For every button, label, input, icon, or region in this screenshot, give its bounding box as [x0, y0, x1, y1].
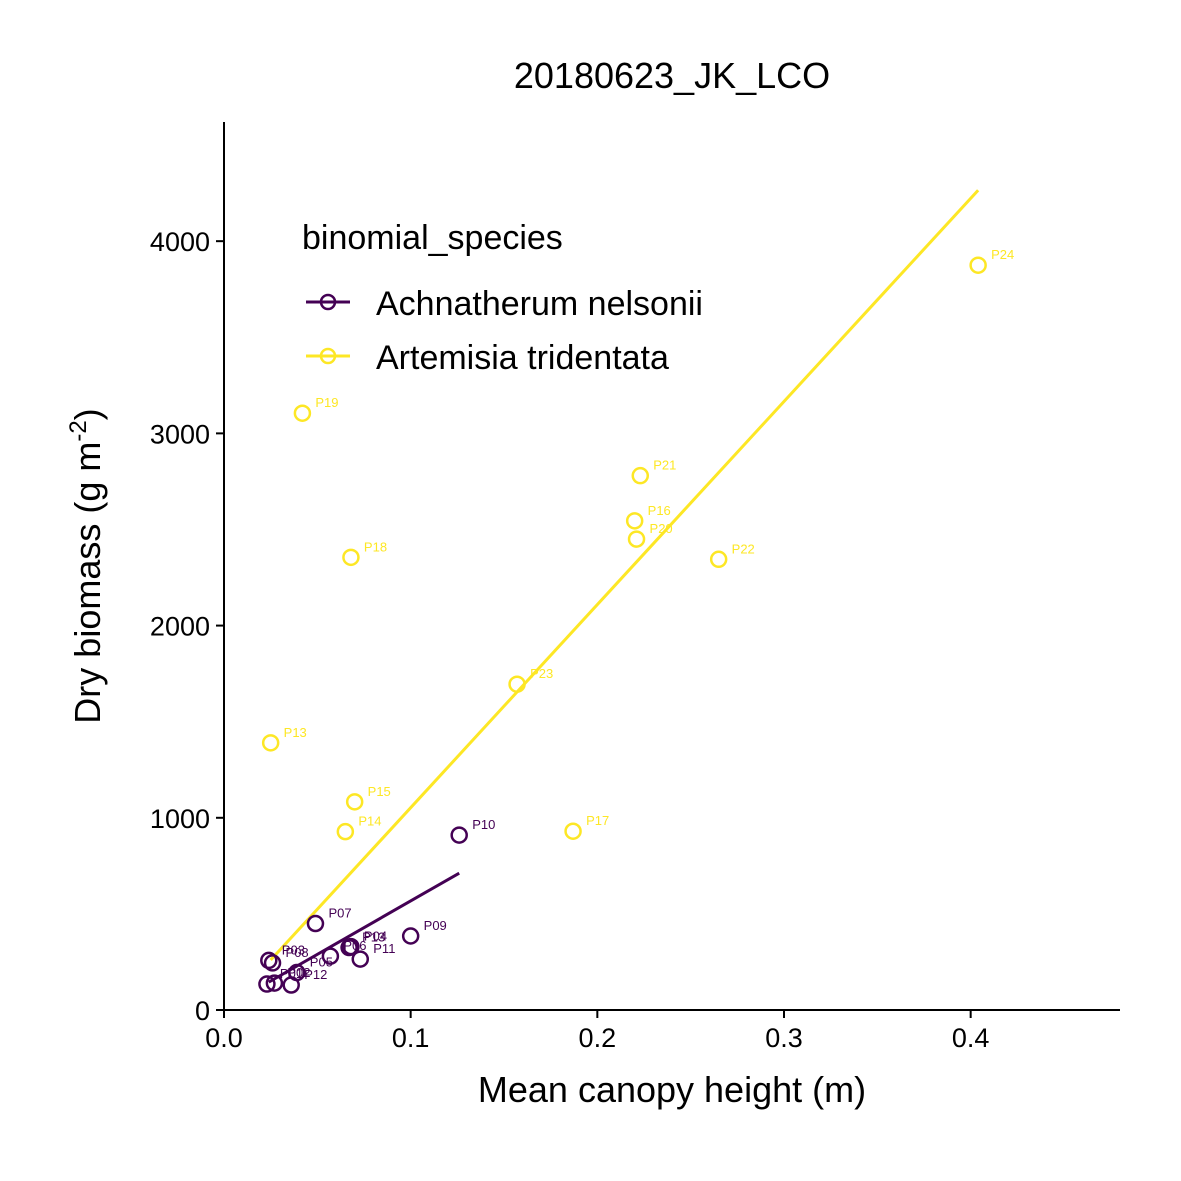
data-point-achnatherum-nelsonii-p13 [340, 938, 358, 957]
data-points [258, 256, 987, 994]
point-label: P18 [364, 539, 387, 554]
point-label: P03 [282, 942, 305, 957]
x-axis-title: Mean canopy height (m) [478, 1069, 866, 1110]
data-point-artemisia-tridentata-p21 [631, 466, 650, 485]
legend-label: Achnatherum nelsonii [376, 285, 703, 323]
legend-label: Artemisia tridentata [376, 339, 669, 377]
y-tick-label: 3000 [150, 419, 210, 449]
point-label: P13 [362, 930, 385, 945]
fit-line-achnatherum-nelsonii [268, 871, 460, 984]
data-point-achnatherum-nelsonii-p01 [258, 975, 276, 993]
point-label: P12 [304, 967, 327, 982]
legend-entry-achnatherum: Achnatherum nelsonii [306, 285, 703, 323]
y-axis-ticks: 0 1000 2000 3000 4000 [150, 227, 224, 1026]
point-label: P15 [368, 784, 391, 799]
x-tick-label: 0.2 [579, 1023, 617, 1053]
point-label: P17 [586, 813, 609, 828]
point-label: P08 [286, 945, 309, 960]
point-label: P11 [373, 941, 395, 956]
point-label: P13 [284, 725, 307, 740]
point-label: P20 [650, 521, 673, 536]
y-axis-title-superscript: -2 [65, 420, 92, 441]
legend-key-marker [319, 293, 337, 311]
point-label: P21 [653, 458, 676, 473]
x-tick-label: 0.4 [952, 1023, 990, 1053]
point-label: P14 [358, 814, 381, 829]
point-label: P10 [472, 817, 495, 832]
y-axis-title: Dry biomass (g m-2) [65, 408, 108, 723]
y-tick-label: 4000 [150, 227, 210, 257]
legend-entry-artemisia: Artemisia tridentata [306, 339, 669, 377]
legend: binomial_species Achnatherum nelsonii Ar… [302, 219, 703, 377]
data-point-artemisia-tridentata-p23 [508, 675, 526, 693]
y-tick-label: 0 [195, 996, 210, 1026]
data-point-artemisia-tridentata-p20 [627, 530, 646, 548]
point-label: P24 [991, 247, 1014, 262]
data-point-achnatherum-nelsonii-p09 [401, 927, 420, 945]
point-label: P19 [315, 395, 338, 410]
point-label: P07 [328, 906, 351, 921]
point-label: P23 [530, 666, 553, 681]
data-point-achnatherum-nelsonii-p06 [321, 947, 340, 965]
fit-line-artemisia-tridentata [269, 189, 980, 962]
data-point-achnatherum-nelsonii-p08 [263, 954, 282, 972]
y-axis-title-main: Dry biomass (g m [67, 442, 108, 724]
data-point-achnatherum-nelsonii-p02 [265, 974, 284, 992]
point-label: P01 [280, 966, 303, 981]
data-point-artemisia-tridentata-p13 [261, 734, 280, 752]
data-point-artemisia-tridentata-p16 [625, 512, 644, 530]
y-axis-title-tail: ) [67, 408, 108, 420]
data-point-achnatherum-nelsonii-p11 [351, 950, 370, 968]
data-point-achnatherum-nelsonii-p07 [306, 914, 325, 933]
x-tick-label: 0.1 [392, 1023, 430, 1053]
point-label: P06 [343, 938, 366, 953]
point-label: P22 [732, 541, 755, 556]
point-label: P16 [648, 503, 671, 518]
legend-key-marker [319, 347, 337, 365]
data-point-artemisia-tridentata-p19 [293, 404, 312, 422]
x-tick-label: 0.0 [205, 1023, 243, 1053]
fit-lines [268, 189, 980, 984]
data-point-artemisia-tridentata-p17 [564, 822, 582, 840]
data-point-achnatherum-nelsonii-p03 [260, 951, 278, 970]
chart-title: 20180623_JK_LCO [514, 55, 830, 96]
data-point-achnatherum-nelsonii-p10 [450, 826, 468, 844]
data-point-achnatherum-nelsonii-p12 [282, 976, 300, 994]
point-label: P02 [287, 965, 310, 980]
point-label: P05 [310, 955, 333, 970]
point-label: P04 [364, 929, 387, 944]
y-tick-label: 1000 [150, 804, 210, 834]
data-point-artemisia-tridentata-p22 [709, 550, 728, 569]
data-point-artemisia-tridentata-p15 [345, 793, 364, 811]
y-tick-label: 2000 [150, 612, 210, 642]
data-point-artemisia-tridentata-p18 [342, 548, 360, 567]
legend-title: binomial_species [302, 219, 563, 257]
x-tick-label: 0.3 [765, 1023, 803, 1053]
x-axis-ticks: 0.0 0.1 0.2 0.3 0.4 [205, 1010, 989, 1053]
data-point-artemisia-tridentata-p14 [336, 822, 355, 841]
data-point-artemisia-tridentata-p24 [969, 256, 987, 274]
point-label: P09 [424, 918, 447, 933]
